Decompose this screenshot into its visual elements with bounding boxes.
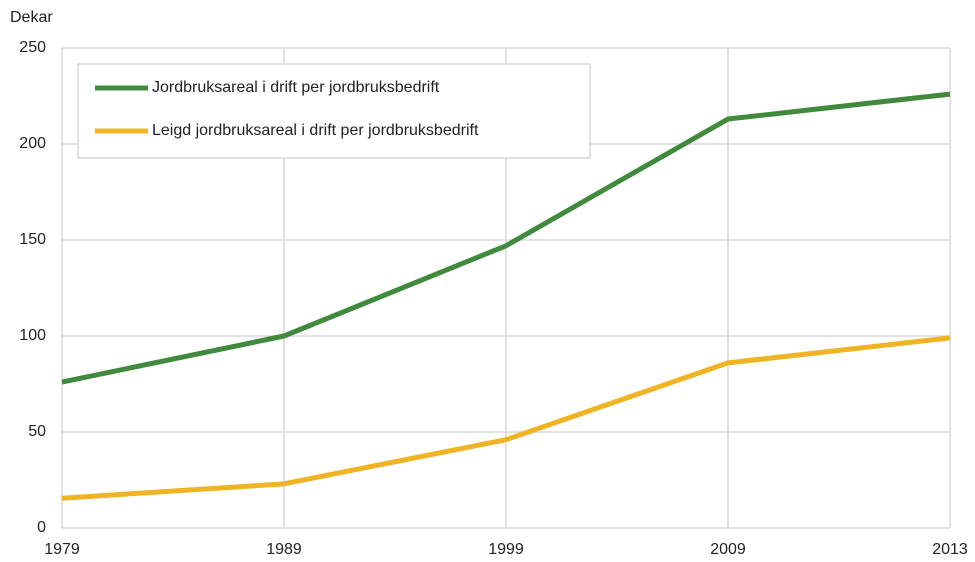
legend-label: Leigd jordbruksareal i drift per jordbru… (152, 122, 479, 139)
x-tick-label: 1989 (266, 541, 302, 558)
series-line (61, 335, 951, 501)
x-tick-label: 1999 (488, 541, 524, 558)
y-tick-label: 150 (19, 231, 46, 248)
y-tick-label: 250 (19, 39, 46, 56)
series-line (61, 91, 951, 385)
x-tick-label: 1979 (44, 541, 80, 558)
legend-label: Jordbruksareal i drift per jordbruksbedr… (152, 79, 440, 96)
y-axis-label: Dekar (10, 9, 53, 26)
y-tick-label: 100 (19, 327, 46, 344)
y-tick-label: 50 (28, 423, 46, 440)
x-tick-label: 2009 (710, 541, 746, 558)
y-tick-label: 200 (19, 135, 46, 152)
y-tick-label: 0 (37, 519, 46, 536)
x-tick-label: 2013 (932, 541, 968, 558)
legend-box (77, 63, 591, 159)
